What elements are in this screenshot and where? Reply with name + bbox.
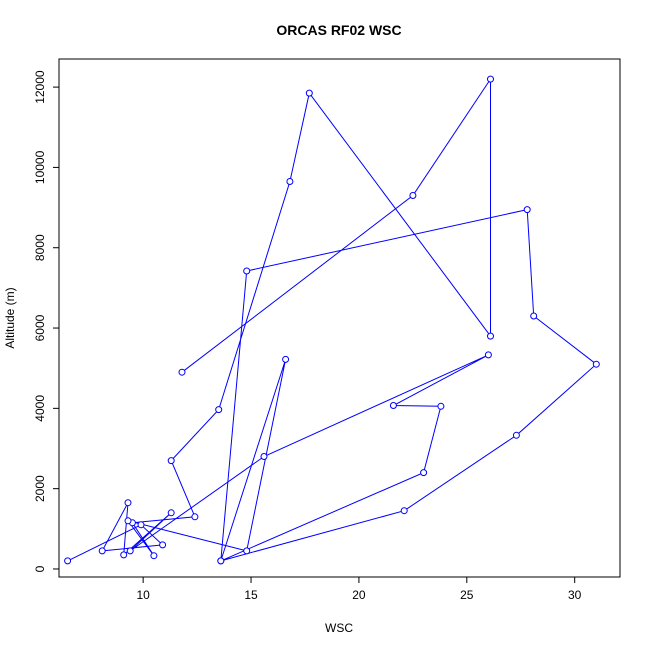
data-point [215, 406, 223, 414]
data-point [487, 75, 494, 83]
data-point [260, 453, 268, 460]
y-tick-label: 8000 [33, 234, 47, 261]
data-point [400, 507, 408, 515]
data-point [420, 469, 428, 477]
data-point [437, 402, 445, 410]
data-point [167, 509, 175, 517]
x-tick-label: 10 [136, 588, 150, 602]
data-point [484, 351, 492, 359]
data-point [98, 547, 106, 555]
data-point [409, 192, 417, 199]
series-wsc [64, 75, 600, 565]
y-tick-label: 6000 [33, 314, 47, 341]
data-point [282, 355, 290, 363]
x-axis: 10 15 20 25 30 [136, 577, 582, 602]
data-point [523, 206, 531, 214]
y-tick-label: 12000 [33, 70, 47, 104]
y-tick-label: 2000 [33, 475, 47, 502]
plot-frame [58, 58, 621, 578]
data-point [124, 517, 132, 525]
data-point [592, 360, 600, 368]
data-point [530, 312, 538, 320]
y-axis: 0 2000 4000 6000 8000 10000 12000 [33, 70, 59, 572]
data-point [137, 521, 145, 529]
y-tick-label: 10000 [33, 150, 47, 184]
data-point [178, 368, 186, 376]
data-point [243, 547, 251, 555]
data-point [126, 547, 134, 555]
y-tick-label: 0 [33, 565, 47, 572]
data-point [487, 332, 494, 340]
data-point [243, 267, 251, 275]
x-tick-label: 25 [460, 588, 474, 602]
x-axis-label: WSC [325, 621, 353, 635]
y-tick-label: 4000 [33, 395, 47, 422]
x-tick-label: 30 [568, 588, 582, 602]
data-point [305, 89, 313, 97]
series-line [67, 77, 598, 562]
data-point [150, 552, 158, 560]
data-point [217, 557, 225, 565]
data-point [389, 402, 397, 409]
chart-title: ORCAS RF02 WSC [276, 22, 401, 38]
data-point [120, 551, 128, 559]
data-point [167, 457, 175, 465]
x-tick-label: 20 [352, 588, 366, 602]
data-point [286, 178, 294, 185]
data-point [159, 541, 167, 549]
data-point [64, 557, 72, 565]
y-axis-label: Altitude (m) [3, 287, 17, 348]
x-tick-label: 15 [244, 588, 258, 602]
data-point [512, 431, 520, 439]
data-point [191, 513, 199, 521]
data-point [124, 499, 132, 507]
